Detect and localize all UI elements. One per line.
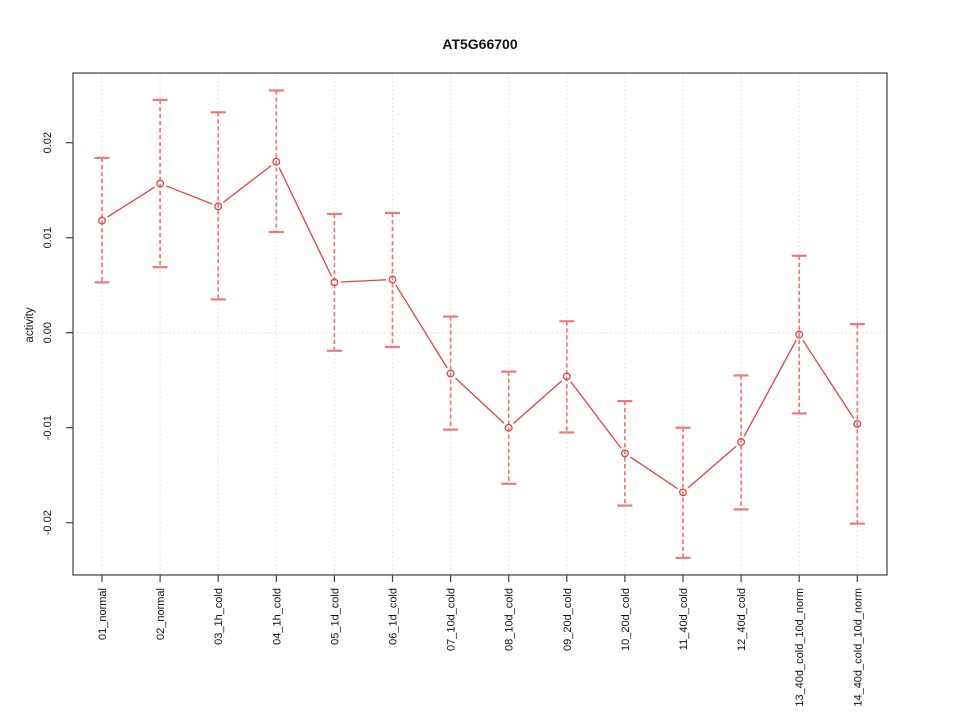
data-point-marker — [98, 216, 106, 225]
y-axis-tick-label: -0.01 — [42, 415, 54, 440]
x-axis-tick-label: 07_10d_cold — [446, 588, 458, 651]
series-segment — [629, 456, 678, 490]
data-point-marker — [272, 157, 281, 166]
x-axis-tick-label: 14_40d_cold_10d_norm — [852, 588, 864, 707]
plot-border — [72, 72, 888, 576]
series-segment — [278, 167, 333, 277]
data-point-marker — [679, 488, 687, 497]
x-axis-tick-label: 01_normal — [97, 588, 109, 640]
y-axis-tick-label: 0.00 — [42, 322, 54, 343]
data-point-marker — [330, 278, 339, 287]
series-segment — [165, 185, 213, 205]
data-point-marker — [388, 275, 397, 284]
series-segment — [340, 279, 387, 283]
x-axis-tick-label: 12_40d_cold — [736, 588, 748, 651]
data-point-marker — [562, 372, 571, 381]
x-axis-tick-label: 08_10d_cold — [504, 588, 516, 651]
data-point-marker — [214, 202, 223, 211]
x-axis-tick-label: 04_1h_cold — [271, 588, 283, 645]
y-axis-tick-label: 0.01 — [42, 227, 54, 248]
x-axis-tick-label: 03_1h_cold — [213, 588, 225, 645]
y-axis-label: activity — [24, 307, 36, 343]
data-point-marker — [504, 423, 513, 432]
data-point-marker — [795, 330, 804, 339]
series-segment — [107, 186, 155, 218]
data-point-marker — [156, 179, 165, 188]
series-segment — [802, 339, 855, 419]
x-axis-tick-label: 11_40d_cold — [678, 588, 690, 650]
data-point-marker — [446, 369, 455, 378]
series-segment — [513, 380, 563, 424]
series-segment — [395, 284, 448, 369]
data-point-marker — [620, 449, 629, 458]
series-segment — [687, 445, 737, 489]
x-axis-tick-label: 05_1d_cold — [329, 588, 341, 645]
series-segment — [743, 340, 797, 437]
data-point-marker — [737, 438, 746, 446]
data-point-marker — [853, 419, 862, 428]
x-axis-tick-label: 06_1d_cold — [388, 588, 400, 645]
series-segment — [222, 165, 272, 203]
x-axis-tick-label: 10_20d_cold — [620, 588, 632, 651]
y-axis-tick-label: -0.02 — [42, 510, 54, 535]
chart-title: AT5G66700 — [442, 36, 518, 52]
x-axis-tick-label: 09_20d_cold — [562, 588, 574, 651]
y-axis-tick-label: 0.02 — [42, 132, 54, 153]
series-segment — [454, 377, 505, 424]
x-axis-tick-label: 02_normal — [155, 588, 167, 640]
x-axis-tick-label: 13_40d_cold_10d_norm — [794, 588, 806, 707]
series-segment — [570, 381, 622, 449]
